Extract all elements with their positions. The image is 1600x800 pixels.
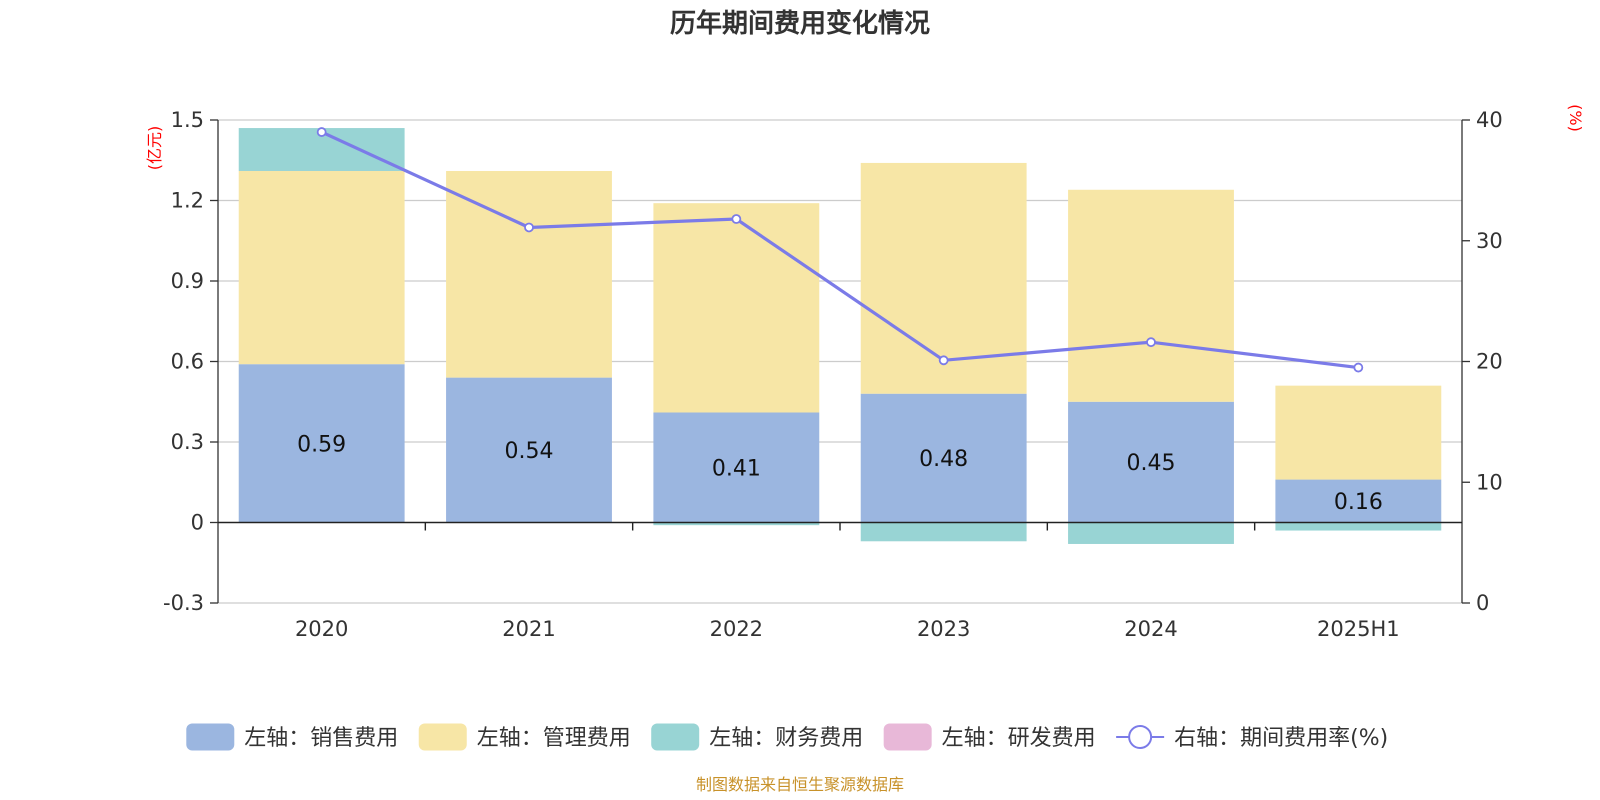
x-axis-tick-label: 2023 — [917, 617, 970, 641]
right-axis-tick-label: 0 — [1476, 591, 1489, 615]
right-axis-tick-label: 20 — [1476, 350, 1503, 374]
rate-point — [731, 214, 742, 224]
legend-swatch — [883, 723, 932, 751]
legend-label: 左轴：财务费用 — [709, 726, 863, 751]
right-axis-unit: (%) — [1566, 104, 1585, 132]
bar-data-label: 0.59 — [297, 432, 346, 457]
legend-label: 左轴：销售费用 — [244, 726, 398, 751]
bar-segment — [653, 522, 820, 526]
bar-data-label: 0.45 — [1127, 451, 1176, 476]
legend-item: 左轴：销售费用 — [186, 723, 398, 751]
left-axis-unit: (亿元) — [145, 126, 164, 171]
bar-segment — [1068, 401, 1234, 523]
rate-point — [316, 127, 327, 137]
bars — [238, 128, 1442, 544]
grid — [218, 119, 1462, 604]
bar-segment — [1068, 522, 1234, 544]
legend: 左轴：销售费用 左轴：管理费用 左轴：财务费用 左轴：研发费用 右轴：期间费用率(%) — [186, 723, 1388, 751]
legend-swatch — [186, 723, 235, 751]
bar-segment — [1068, 189, 1234, 402]
x-axis-tick-label: 2022 — [710, 617, 763, 641]
x-axis-tick-label: 2024 — [1124, 617, 1177, 641]
bar-segment — [238, 364, 405, 523]
left-axis-tick-label: 1.5 — [171, 108, 204, 132]
legend-item: 左轴：管理费用 — [418, 723, 631, 751]
left-axis-tick-label: 0.6 — [171, 350, 204, 374]
bar-segment — [653, 203, 820, 413]
axes: 1.5 1.2 0.9 0.6 0.3 0 -0.3 40 30 20 10 0 2020 2021 202… — [163, 108, 1503, 641]
right-axis-tick-label: 30 — [1476, 229, 1503, 253]
bar-data-label: 0.16 — [1334, 490, 1383, 515]
legend-item: 左轴：财务费用 — [651, 723, 863, 751]
rate-point — [938, 355, 949, 366]
right-axis-tick-label: 10 — [1476, 470, 1503, 494]
legend-circle-marker — [1128, 725, 1153, 749]
x-axis-tick-label: 2020 — [295, 617, 348, 641]
bar-data-label: 0.54 — [505, 439, 554, 464]
bar-segment — [860, 393, 1027, 523]
bar-segment — [446, 377, 612, 523]
data-source-note: 制图数据来自恒生聚源数据库 — [696, 775, 904, 794]
bar-segment — [653, 412, 820, 523]
bar-segment — [1275, 479, 1442, 523]
legend-label: 右轴：期间费用率(%) — [1174, 726, 1388, 751]
bar-data-label: 0.41 — [712, 456, 761, 481]
legend-swatch — [651, 723, 700, 751]
bar-segment — [1275, 522, 1442, 531]
left-axis-tick-label: 0.9 — [171, 269, 204, 293]
bar-segment — [1275, 385, 1442, 480]
rate-point — [1146, 337, 1156, 348]
left-axis-tick-label: 1.2 — [171, 189, 204, 213]
left-axis-tick-label: -0.3 — [163, 591, 204, 615]
bar-segment — [238, 170, 405, 365]
left-axis-tick-label: 0 — [191, 511, 204, 535]
x-axis-tick-label: 2025H1 — [1317, 617, 1400, 641]
bar-data-label: 0.48 — [919, 447, 968, 472]
rate-line — [320, 130, 1359, 370]
legend-item: 右轴：期间费用率(%) — [1116, 725, 1388, 751]
legend-item: 左轴：研发费用 — [883, 723, 1096, 751]
rate-point — [524, 222, 534, 233]
x-axis-tick-label: 2021 — [502, 617, 555, 641]
rate-line-series — [316, 127, 1364, 373]
bar-segment — [446, 170, 612, 378]
right-axis-tick-label: 40 — [1476, 108, 1503, 132]
chart-title: 历年期间费用变化情况 — [670, 8, 930, 39]
left-axis-tick-label: 0.3 — [171, 430, 204, 454]
legend-swatch — [418, 723, 467, 751]
bar-segment — [860, 522, 1027, 542]
data-labels: 0.59 0.54 0.41 0.48 0.45 0.16 — [297, 432, 1383, 515]
legend-label: 左轴：管理费用 — [477, 726, 631, 751]
rate-point — [1353, 362, 1364, 373]
legend-label: 左轴：研发费用 — [942, 726, 1096, 751]
